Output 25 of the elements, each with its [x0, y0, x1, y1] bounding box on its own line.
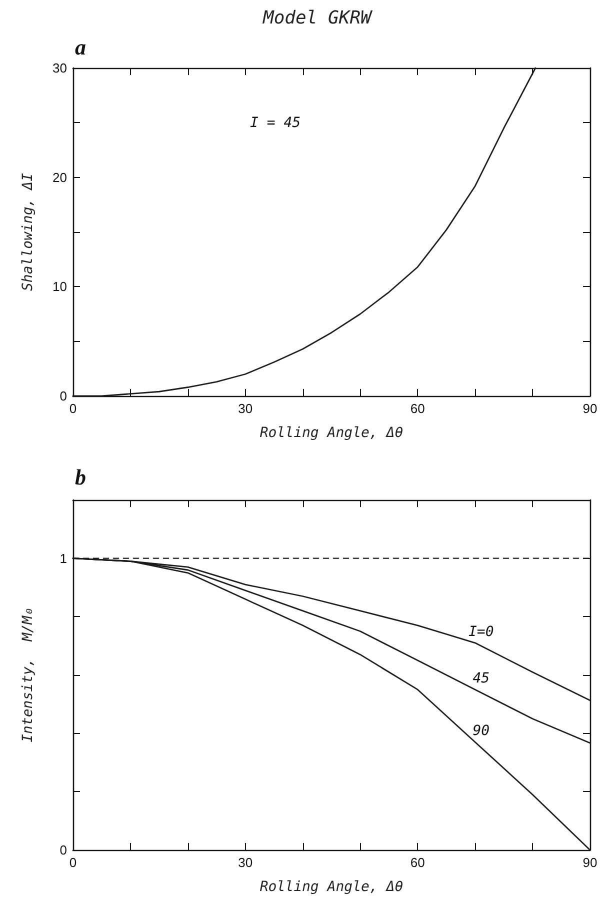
y-axis-title: Intensity, M/M₀: [20, 608, 36, 742]
y-tick-label: 30: [52, 60, 67, 76]
x-tick-label: 30: [238, 855, 253, 870]
y-tick-label: 20: [52, 170, 67, 185]
chart-subtitle: b: [75, 464, 86, 490]
series-label: 45: [472, 670, 490, 687]
y-tick-label: 10: [52, 279, 67, 294]
x-tick-label: 30: [238, 401, 253, 416]
chart-subtitle: a: [75, 34, 86, 60]
x-tick-label: 90: [582, 855, 598, 870]
y-axis-title: Shallowing, ΔI: [20, 172, 36, 292]
x-tick-label: 0: [69, 401, 77, 416]
series-label: 90: [472, 723, 490, 740]
annotation: I = 45: [250, 115, 301, 131]
x-axis-title: Rolling Angle, Δθ: [260, 425, 404, 441]
y-tick-label: 1: [60, 550, 67, 566]
x-tick-label: 60: [410, 401, 425, 416]
chart-title: Model GKRW: [262, 8, 374, 28]
x-tick-label: 0: [69, 855, 77, 870]
x-tick-label: 90: [582, 401, 598, 416]
series-label: I=0: [468, 624, 494, 640]
y-tick-label: 0: [60, 842, 67, 858]
y-tick-label: 0: [60, 388, 67, 404]
x-tick-label: 60: [410, 855, 425, 870]
x-axis-title: Rolling Angle, Δθ: [260, 879, 404, 895]
